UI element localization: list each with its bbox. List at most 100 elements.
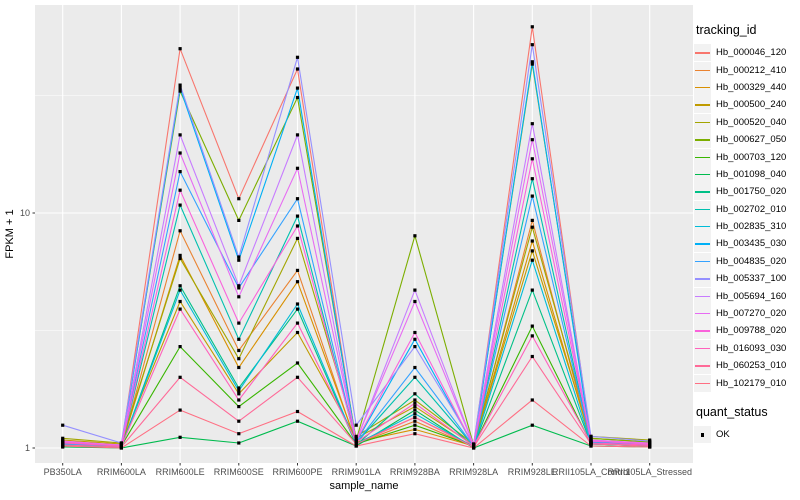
x-tick-label: RRIM928LA: [449, 467, 498, 477]
data-point: [295, 224, 300, 228]
legend-item-label: Hb_001750_020: [716, 186, 787, 198]
legend-item-Hb_002702_010: Hb_002702_010: [694, 200, 798, 218]
legend-item-Hb_001750_020: Hb_001750_020: [694, 183, 798, 201]
data-point: [413, 401, 417, 405]
legend-item-Hb_009788_020: Hb_009788_020: [694, 322, 798, 340]
data-point: [413, 299, 417, 304]
legend-key-line-icon: [695, 52, 710, 54]
legend-key-line-icon: [695, 226, 710, 228]
data-point: [295, 236, 300, 240]
data-point: [295, 409, 300, 414]
legend-item-Hb_000212_410: Hb_000212_410: [694, 61, 798, 79]
data-point: [237, 197, 241, 201]
legend-key: [694, 165, 711, 183]
legend-key: [694, 44, 711, 62]
legend-key: [694, 148, 711, 166]
legend-gap: [694, 392, 798, 404]
legend-panel: tracking_id Hb_000046_120 Hb_000212_410 Hb…: [694, 22, 798, 443]
data-point: [530, 43, 534, 47]
x-tick-label: RRII105LA_Stressed: [607, 467, 692, 477]
legend-key: [694, 426, 711, 443]
legend-key: [694, 235, 711, 253]
data-point: [589, 439, 593, 443]
legend-item-Hb_001098_040: Hb_001098_040: [694, 165, 798, 183]
legend-key-line-icon: [695, 208, 710, 211]
legend-item-label: OK: [716, 429, 730, 440]
black-square-icon: [700, 433, 705, 437]
data-point: [178, 408, 182, 412]
data-point: [530, 258, 534, 262]
data-point: [61, 423, 65, 427]
legend-item-Hb_102179_010: Hb_102179_010: [694, 374, 798, 392]
data-point: [530, 122, 534, 126]
data-point: [530, 239, 534, 243]
data-point: [237, 255, 241, 259]
legend-key-line-icon: [695, 104, 710, 106]
legend-item-Hb_000627_050: Hb_000627_050: [694, 131, 798, 149]
data-point: [237, 295, 241, 299]
data-point: [589, 436, 593, 440]
legend-key: [694, 200, 711, 218]
data-point: [178, 229, 182, 233]
legend-item-label: Hb_102179_010: [716, 377, 787, 389]
data-point: [237, 357, 241, 361]
data-point: [237, 284, 241, 288]
data-point: [295, 280, 300, 284]
data-point: [295, 419, 300, 423]
legend-key-line-icon: [695, 295, 710, 298]
data-point: [354, 440, 358, 444]
legend-item-Hb_000500_240: Hb_000500_240: [694, 96, 798, 114]
legend-item-label: Hb_000212_410: [716, 64, 787, 76]
data-point: [413, 427, 417, 431]
legend-key-line-icon: [695, 173, 710, 176]
data-point: [178, 83, 182, 87]
data-point: [413, 345, 417, 349]
data-point: [178, 170, 182, 174]
data-point: [530, 60, 534, 64]
legend-item-Hb_005337_100: Hb_005337_100: [694, 270, 798, 288]
legend-item-label: Hb_004835_020: [716, 255, 787, 267]
data-point: [237, 419, 241, 423]
legend-item-quant-ok: OK: [694, 426, 798, 443]
data-point: [237, 258, 241, 262]
legend-key: [694, 252, 711, 270]
legend-item-label: Hb_000627_050: [716, 134, 787, 146]
data-point: [413, 408, 417, 412]
legend-item-Hb_000703_120: Hb_000703_120: [694, 148, 798, 166]
legend-item-label: Hb_002702_010: [716, 203, 787, 215]
data-point: [295, 321, 300, 325]
data-point: [413, 419, 417, 423]
legend-key: [694, 305, 711, 323]
data-point: [413, 405, 417, 409]
data-point: [295, 361, 300, 365]
data-point: [413, 423, 417, 427]
data-point: [295, 197, 300, 201]
legend-item-Hb_000046_120: Hb_000046_120: [694, 44, 798, 62]
data-point: [178, 307, 182, 311]
legend-key: [694, 339, 711, 357]
data-point: [178, 345, 182, 349]
data-point: [413, 365, 417, 370]
legend-key-line-icon: [695, 330, 710, 332]
data-point: [413, 288, 417, 292]
legend-item-Hb_060253_010: Hb_060253_010: [694, 357, 798, 375]
data-point: [295, 166, 300, 170]
x-tick-label: RRII105LA_Control: [552, 467, 630, 477]
data-point: [295, 67, 300, 71]
x-tick-label: RRIM600SE: [214, 467, 264, 477]
legend-item-label: Hb_009788_020: [716, 325, 787, 337]
legend-item-label: Hb_005337_100: [716, 273, 787, 285]
data-point: [648, 445, 652, 449]
data-point: [295, 133, 300, 137]
legend-key: [694, 61, 711, 79]
legend-key-line-icon: [695, 243, 710, 245]
data-point: [178, 284, 182, 288]
data-point: [530, 423, 534, 427]
data-point: [178, 188, 182, 192]
legend-item-Hb_000329_440: Hb_000329_440: [694, 78, 798, 96]
data-point: [178, 256, 182, 261]
x-axis-title: sample_name: [329, 480, 398, 492]
data-point: [178, 133, 182, 137]
legend-key-line-icon: [695, 121, 710, 124]
